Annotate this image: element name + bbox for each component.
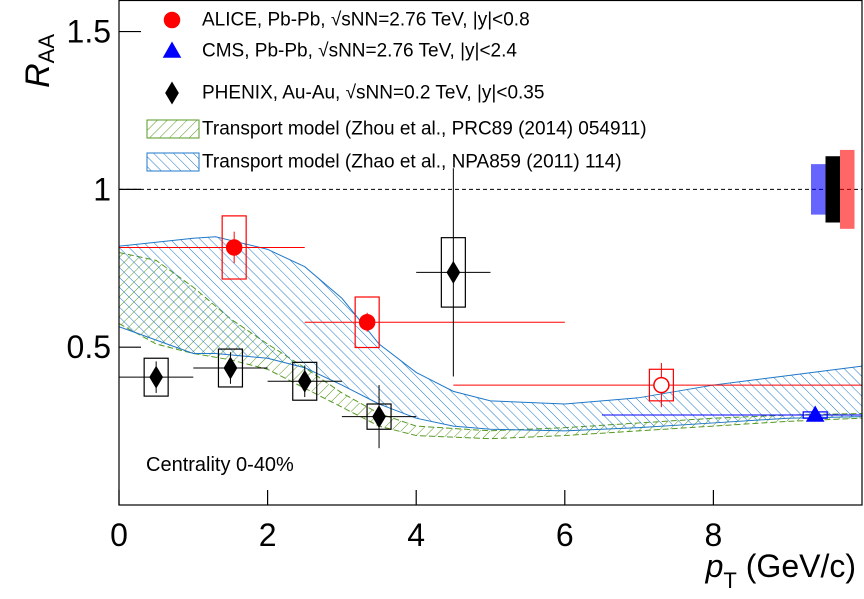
- syst-error: [292, 361, 318, 401]
- band-lower-edge: [119, 326, 862, 432]
- model-band: [119, 236, 862, 431]
- legend-marker: [165, 81, 179, 105]
- legend-label: CMS, Pb-Pb, √sNN=2.76 TeV, |y|<2.4: [202, 41, 517, 62]
- data-point: [358, 314, 376, 331]
- data-point: [223, 356, 238, 380]
- plot-area: [119, 149, 862, 449]
- syst-error: [440, 237, 466, 308]
- global-uncertainty: [825, 156, 840, 223]
- syst-error: [366, 403, 392, 430]
- data-point: [372, 405, 386, 429]
- x-tick-label: 2: [259, 517, 277, 553]
- legend-swatch: [146, 152, 200, 172]
- global-uncertainty: [811, 164, 826, 215]
- syst-error: [354, 296, 380, 349]
- legend-label: ALICE, Pb-Pb, √sNN=2.76 TeV, |y|<0.8: [202, 10, 530, 31]
- syst-error: [143, 357, 169, 397]
- x-label-main: p: [705, 548, 724, 584]
- syst-error: [217, 348, 244, 388]
- x-tick-label: 4: [407, 517, 425, 553]
- x-tick-label: 8: [705, 517, 723, 553]
- x-tick-label: 0: [110, 517, 128, 553]
- x-label-sub: T: [723, 568, 736, 593]
- y-axis-label: RAA: [19, 34, 59, 88]
- y-label-main: R: [19, 63, 57, 88]
- data-point: [149, 365, 164, 389]
- legend-swatch: [146, 119, 200, 139]
- frame: [118, 0, 863, 506]
- x-label-suffix: (GeV/c): [737, 548, 856, 584]
- data-point: [805, 405, 825, 422]
- data-point: [446, 260, 461, 284]
- syst-error: [221, 215, 247, 280]
- data-point: [297, 369, 312, 393]
- y-tick-label: 1.5: [67, 14, 111, 50]
- y-label-sub: AA: [34, 34, 59, 64]
- syst-error: [648, 368, 674, 402]
- annotation: Centrality 0-40%: [146, 454, 294, 476]
- legend-label: PHENIX, Au-Au, √sNN=0.2 TeV, |y|<0.35: [202, 83, 544, 104]
- legend-label: Transport model (Zhou et al., PRC89 (201…: [202, 119, 647, 140]
- x-axis-label: pT (GeV/c): [705, 548, 856, 593]
- legend-marker: [162, 41, 182, 58]
- x-tick-label: 6: [556, 517, 574, 553]
- data-point: [225, 239, 243, 256]
- legend-label: Transport model (Zhao et al., NPA859 (20…: [202, 152, 622, 173]
- y-tick-label: 0.5: [67, 329, 111, 365]
- y-tick-label: 1: [93, 171, 111, 207]
- data-point: [653, 376, 670, 394]
- legend-marker: [163, 11, 181, 29]
- global-uncertainty: [840, 149, 855, 229]
